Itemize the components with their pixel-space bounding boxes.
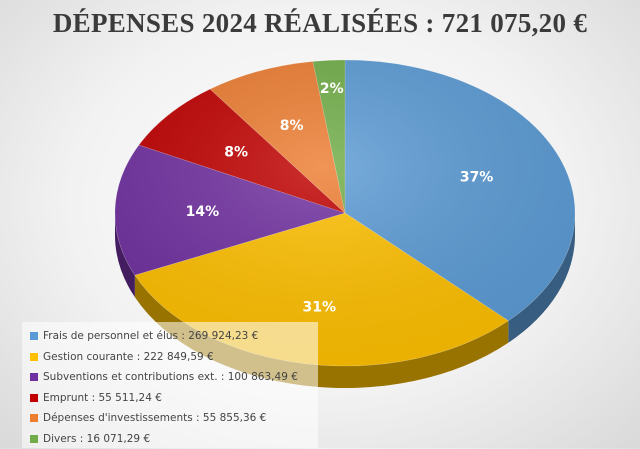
slice-label-3: 14%	[186, 204, 220, 220]
slice-label-4: 8%	[224, 145, 248, 161]
legend-item-1: Frais de personnel et élus : 269 924,23 …	[30, 326, 318, 347]
legend-label: Emprunt : 55 511,24 €	[43, 392, 162, 404]
legend-swatch	[30, 353, 38, 361]
legend-item-5: Dépenses d'investissements : 55 855,36 €	[30, 408, 318, 429]
legend-label: Dépenses d'investissements : 55 855,36 €	[43, 412, 266, 424]
legend: Frais de personnel et élus : 269 924,23 …	[22, 322, 318, 448]
legend-swatch	[30, 414, 38, 422]
legend-swatch	[30, 373, 38, 381]
legend-label: Frais de personnel et élus : 269 924,23 …	[43, 330, 258, 342]
legend-item-3: Subventions et contributions ext. : 100 …	[30, 367, 318, 388]
legend-item-6: Divers : 16 071,29 €	[30, 429, 318, 449]
legend-swatch	[30, 394, 38, 402]
legend-item-4: Emprunt : 55 511,24 €	[30, 388, 318, 409]
legend-item-2: Gestion courante : 222 849,59 €	[30, 347, 318, 368]
slice-label-5: 8%	[280, 118, 304, 134]
slice-label-6: 2%	[320, 81, 344, 97]
legend-label: Divers : 16 071,29 €	[43, 433, 150, 445]
legend-label: Subventions et contributions ext. : 100 …	[43, 371, 298, 383]
legend-swatch	[30, 435, 38, 443]
slice-label-1: 37%	[460, 170, 494, 186]
slice-label-2: 31%	[303, 299, 337, 315]
legend-label: Gestion courante : 222 849,59 €	[43, 351, 214, 363]
legend-swatch	[30, 332, 38, 340]
